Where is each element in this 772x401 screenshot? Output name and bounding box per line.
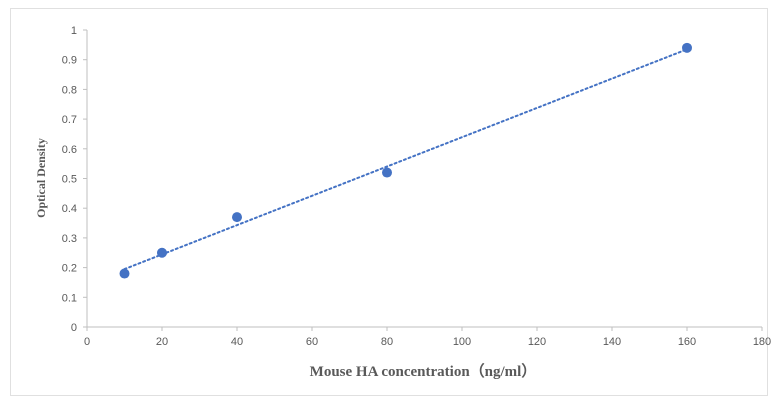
y-tick-label: 0.5 — [62, 174, 77, 186]
y-tick-label: 0 — [71, 322, 77, 334]
data-points — [119, 42, 692, 279]
x-tick-label: 60 — [306, 336, 318, 348]
data-point — [119, 268, 130, 279]
y-tick-label: 0.7 — [62, 114, 77, 126]
y-tick-label: 0.9 — [62, 55, 77, 67]
x-tick-label: 40 — [231, 336, 243, 348]
x-tick-label: 0 — [84, 336, 90, 348]
y-tick-label: 0.3 — [62, 233, 77, 245]
x-axis-title: Mouse HA concentration（ng/ml） — [310, 362, 537, 380]
y-axis-title: Optical Density — [34, 138, 48, 218]
x-tick-label: 160 — [678, 336, 696, 348]
data-point — [382, 167, 392, 178]
x-tick-labels: 0 20 40 60 80 100 120 140 160 180 — [84, 336, 771, 348]
y-tick-label: 0.8 — [62, 84, 77, 96]
data-point — [682, 42, 692, 53]
y-tick-label: 0.4 — [62, 203, 77, 215]
y-tick-label: 0.6 — [62, 144, 77, 156]
y-tick-labels: 0 0.1 0.2 0.3 0.4 0.5 0.6 0.7 0.8 0.9 1 — [62, 25, 77, 334]
x-tick-label: 120 — [528, 336, 546, 348]
chart-frame — [10, 8, 768, 396]
x-tick-label: 100 — [453, 336, 471, 348]
y-tick-label: 0.1 — [62, 292, 77, 304]
x-tick-label: 180 — [753, 336, 771, 348]
x-tick-label: 80 — [381, 336, 393, 348]
x-tick-label: 20 — [156, 336, 168, 348]
data-point — [157, 247, 167, 258]
y-tick-label: 1 — [71, 25, 77, 37]
axes — [83, 29, 763, 331]
y-tick-label: 0.2 — [62, 263, 77, 275]
x-tick-label: 140 — [603, 336, 621, 348]
trendline-group — [123, 48, 688, 271]
data-point — [232, 212, 242, 223]
trendline — [123, 48, 688, 271]
